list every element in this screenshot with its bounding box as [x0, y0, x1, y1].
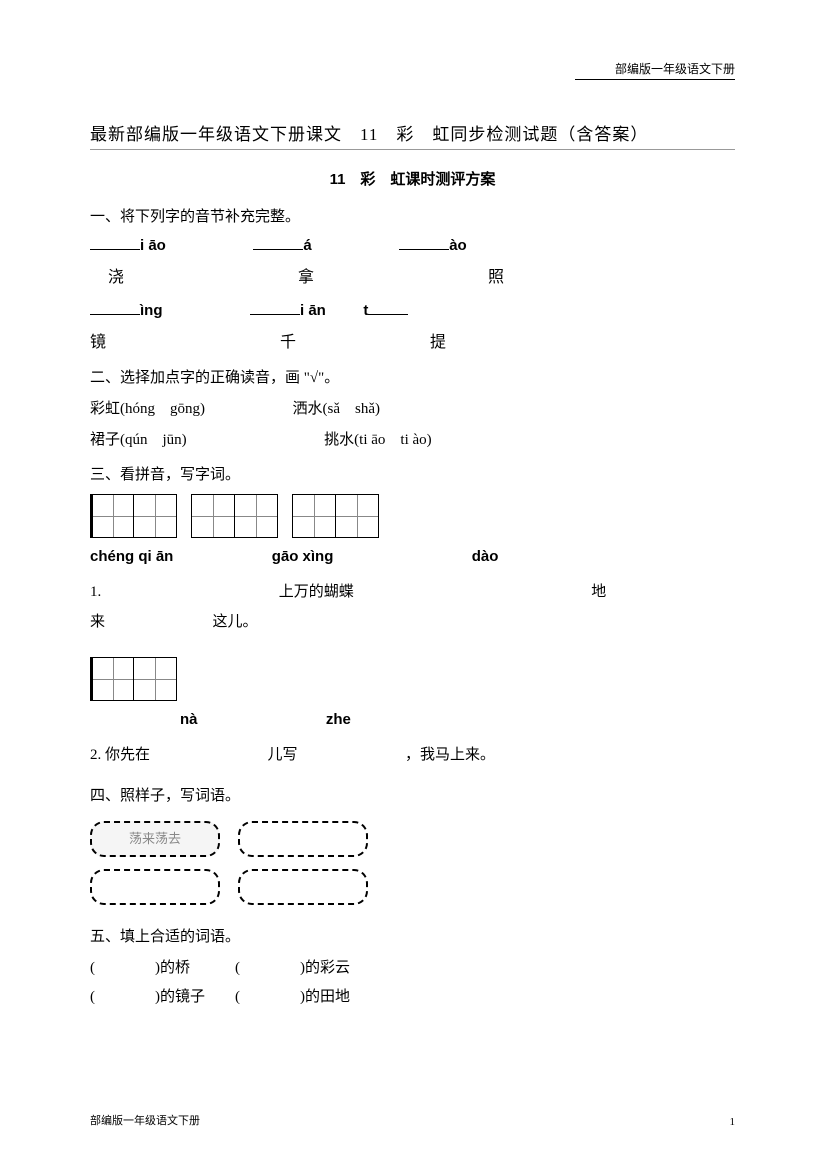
pinyin-labels-2: nà zhe: [180, 711, 735, 728]
grid-boxes-1: [90, 494, 735, 538]
grid-boxes-2: [90, 657, 735, 701]
char-row-1: 浇 拿 照: [108, 263, 735, 287]
dashed-blank: [238, 821, 368, 857]
pinyin-labels-1: chéng qi ān gāo xìng dào: [90, 548, 735, 565]
sentence-1: 1. 上万的蝴蝶 地 来 这儿。: [90, 577, 735, 637]
pinyin-row-1: i āo á ào: [90, 236, 735, 255]
s2-line1: 彩虹(hóng gōng) 洒水(sǎ shǎ): [90, 397, 735, 418]
section3-heading: 三、看拼音，写字词。: [90, 463, 735, 484]
char-row-2: 镜 千 提: [90, 328, 735, 352]
section1-heading: 一、将下列字的音节补充完整。: [90, 205, 735, 226]
dashed-boxes: 荡来荡去: [90, 815, 735, 911]
sentence-2: 2. 你先在 儿写 ，我马上来。: [90, 740, 735, 770]
dashed-blank: [238, 869, 368, 905]
page-number: 1: [730, 1116, 736, 1128]
section2-heading: 二、选择加点字的正确读音，画 "√"。: [90, 366, 735, 387]
footer-left: 部编版一年级语文下册: [90, 1112, 200, 1128]
dashed-example: 荡来荡去: [90, 821, 220, 857]
fill-row-2: ( )的镜子 ( )的田地: [90, 985, 735, 1006]
pinyin-row-2: ìng i ān t: [90, 301, 735, 320]
dashed-blank: [90, 869, 220, 905]
fill-row-1: ( )的桥 ( )的彩云: [90, 956, 735, 977]
doc-title: 最新部编版一年级语文下册课文 11 彩 虹同步检测试题（含答案）: [90, 120, 735, 145]
section5-heading: 五、填上合适的词语。: [90, 925, 735, 946]
s2-line2: 裙子(qún jūn) 挑水(ti āo ti ào): [90, 428, 735, 449]
subtitle: 11 彩 虹课时测评方案: [90, 168, 735, 189]
header-right: 部编版一年级语文下册: [575, 60, 735, 80]
section4-heading: 四、照样子，写词语。: [90, 784, 735, 805]
